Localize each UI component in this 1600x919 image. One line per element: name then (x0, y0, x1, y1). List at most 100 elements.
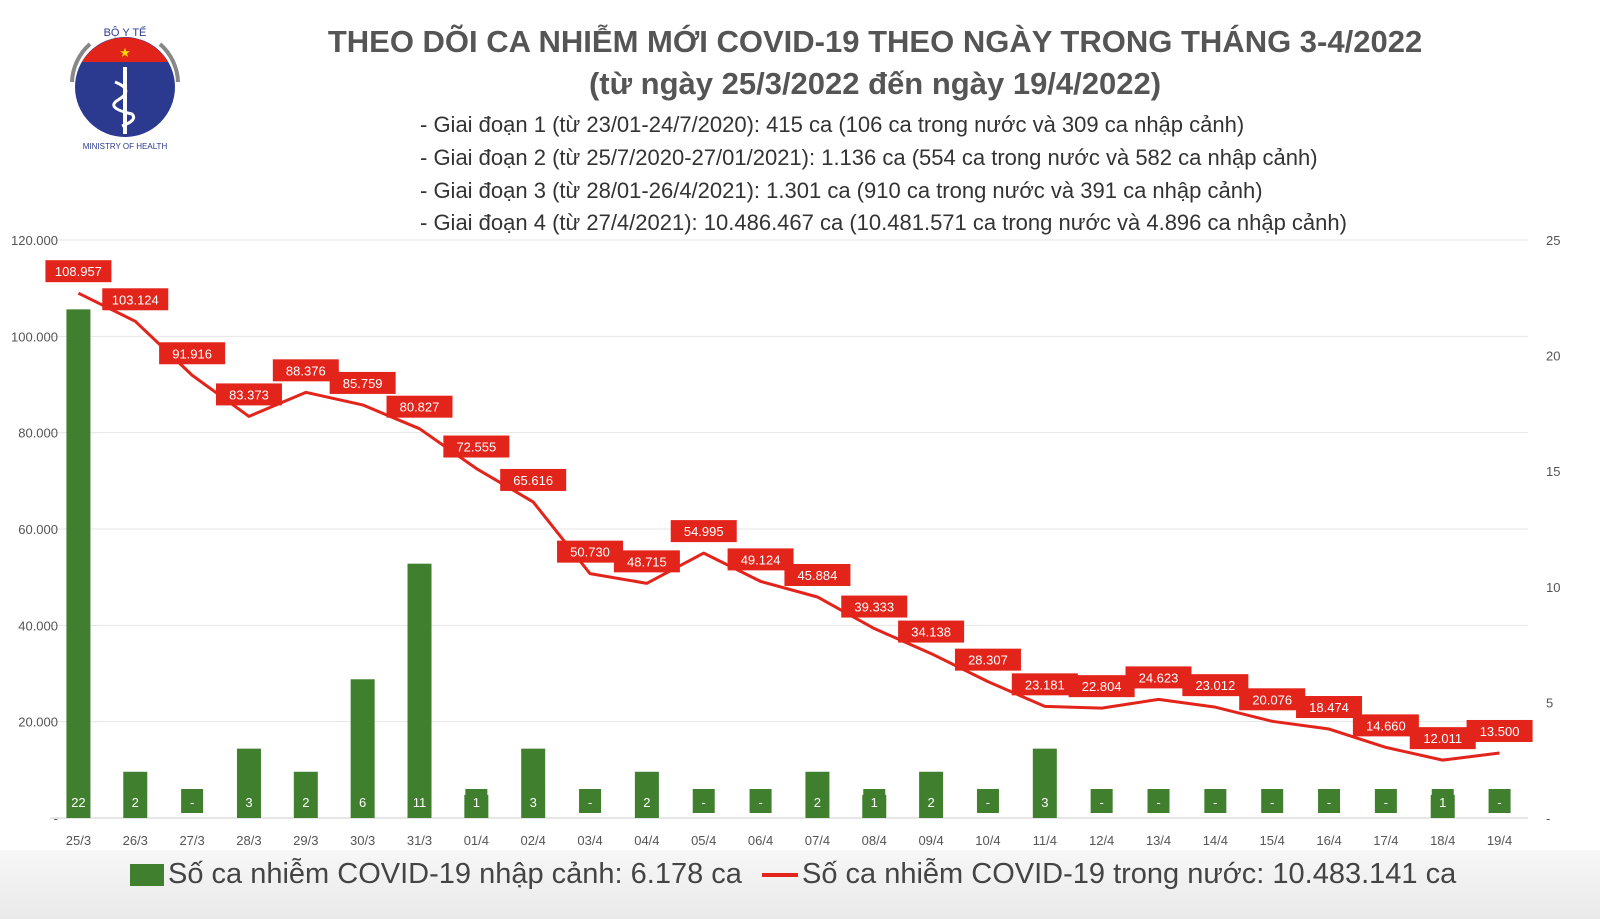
x-tick-label: 31/3 (407, 833, 432, 848)
line-data-label: 13.500 (1480, 724, 1520, 739)
y-left-tick-label: 100.000 (11, 329, 58, 344)
legend-label-imported: Số ca nhiễm COVID-19 nhập cảnh: 6.178 ca (168, 858, 742, 890)
line-label-box (272, 359, 339, 382)
y-right-tick-label: - (1546, 811, 1550, 826)
line-data-label: 45.884 (798, 568, 838, 583)
bar-data-label: 1 (473, 795, 480, 810)
line-data-label: 18.474 (1309, 700, 1349, 715)
x-tick-label: 10/4 (975, 833, 1000, 848)
bar-label-box (351, 789, 374, 813)
line-label-box (613, 550, 680, 573)
x-tick-label: 18/4 (1430, 833, 1455, 848)
line-label-box (1296, 696, 1363, 719)
legend-label-domestic: Số ca nhiễm COVID-19 trong nước: 10.483.… (802, 858, 1457, 890)
y-right-tick-label: 25 (1546, 233, 1560, 248)
line-data-label: 103.124 (112, 292, 159, 307)
bar-imported (66, 309, 91, 818)
line-label-box (727, 548, 794, 571)
line-label-box (1068, 675, 1135, 698)
line-data-label: 34.138 (911, 625, 951, 640)
x-tick-label: 26/3 (123, 833, 148, 848)
bar-data-label: - (986, 795, 990, 810)
x-tick-label: 04/4 (634, 833, 659, 848)
x-tick-label: 29/3 (293, 833, 318, 848)
legend-item-imported: Số ca nhiễm COVID-19 nhập cảnh: 6.178 ca (130, 858, 742, 891)
bar-label-box (1318, 789, 1341, 813)
line-label-box (841, 595, 908, 618)
bar-data-label: 2 (814, 795, 821, 810)
line-data-label: 28.307 (968, 653, 1008, 668)
bar-data-label: - (1099, 795, 1103, 810)
line-data-label: 22.804 (1082, 679, 1122, 694)
bar-imported (407, 563, 432, 818)
y-right-tick-label: 20 (1546, 349, 1560, 364)
x-tick-label: 17/4 (1373, 833, 1398, 848)
line-label-box (1409, 727, 1476, 750)
bar-label-box (67, 789, 90, 813)
x-tick-label: 16/4 (1316, 833, 1341, 848)
x-tick-label: 07/4 (805, 833, 830, 848)
line-label-box (1182, 674, 1249, 697)
x-tick-label: 09/4 (918, 833, 943, 848)
note-phase-3: - Giai đoạn 3 (từ 28/01-26/4/2021): 1.30… (420, 178, 1263, 203)
bar-label-box (181, 789, 204, 813)
x-tick-label: 06/4 (748, 833, 773, 848)
line-label-box (443, 435, 510, 458)
note-phase-1: - Giai đoạn 1 (từ 23/01-24/7/2020): 415 … (420, 112, 1245, 137)
bar-label-box (237, 789, 260, 813)
x-tick-label: 15/4 (1260, 833, 1285, 848)
bar-data-label: 22 (71, 795, 85, 810)
line-label-box (386, 395, 453, 418)
line-data-label: 49.124 (741, 552, 781, 567)
x-tick-label: 03/4 (577, 833, 602, 848)
bar-data-label: - (1156, 795, 1160, 810)
bar-data-label: 2 (927, 795, 934, 810)
chart-canvas: - 20.000 40.000 60.000 80.000 100.000 120.000 -… (11, 233, 1560, 848)
line-label-box (1352, 714, 1419, 737)
line-label-box (215, 383, 282, 406)
bar-label-box (1204, 789, 1227, 813)
y-left-tick-label: 80.000 (18, 426, 58, 441)
bar-label-box (124, 789, 147, 813)
x-tick-label: 25/3 (66, 833, 91, 848)
line-label-box (500, 468, 567, 491)
bar-data-label: - (190, 795, 194, 810)
line-label-box (954, 648, 1021, 671)
line-data-label: 24.623 (1139, 670, 1179, 685)
x-tick-label: 27/3 (179, 833, 204, 848)
line-label-box (45, 260, 112, 283)
line-data-label: 39.333 (854, 600, 894, 615)
line-domestic (77, 291, 1500, 762)
bar-data-label: - (702, 795, 706, 810)
legend-item-domestic: Số ca nhiễm COVID-19 trong nước: 10.483.… (762, 858, 1456, 891)
line-data-label: 54.995 (684, 524, 724, 539)
bar-data-label: 3 (245, 795, 252, 810)
legend-background (0, 850, 1600, 919)
note-phase-4: - Giai đoạn 4 (từ 27/4/2021): 10.486.467… (420, 210, 1347, 235)
line-label-box (670, 520, 737, 543)
line-label-box (1239, 688, 1306, 711)
bar-label-box (749, 789, 772, 813)
x-tick-label: 12/4 (1089, 833, 1114, 848)
line-data-label: 23.012 (1195, 678, 1235, 693)
line-label-box (784, 563, 851, 586)
bar-data-label: - (1497, 795, 1501, 810)
bar-label-box (294, 789, 317, 813)
x-tick-label: 05/4 (691, 833, 716, 848)
bar-label-box (1147, 789, 1170, 813)
x-tick-label: 14/4 (1203, 833, 1228, 848)
ministry-of-health-logo: ★ BỘ Y TẾ MINISTRY OF HEALTH (70, 26, 180, 151)
line-data-label: 50.730 (570, 545, 610, 560)
bar-label-box (1488, 789, 1511, 813)
bar-data-label: 6 (359, 795, 366, 810)
x-tick-label: 11/4 (1033, 833, 1057, 848)
bar-label-box (465, 789, 488, 813)
line-label-box (1011, 673, 1078, 696)
line-data-label: 65.616 (513, 473, 553, 488)
logo-bottom-text: MINISTRY OF HEALTH (83, 142, 168, 151)
line-data-label: 20.076 (1252, 692, 1292, 707)
line-data-label: 88.376 (286, 363, 326, 378)
line-data-label: 48.715 (627, 554, 667, 569)
chart-subtitle: (từ ngày 25/3/2022 đến ngày 19/4/2022) (588, 66, 1162, 101)
line-label-box (1125, 666, 1192, 689)
